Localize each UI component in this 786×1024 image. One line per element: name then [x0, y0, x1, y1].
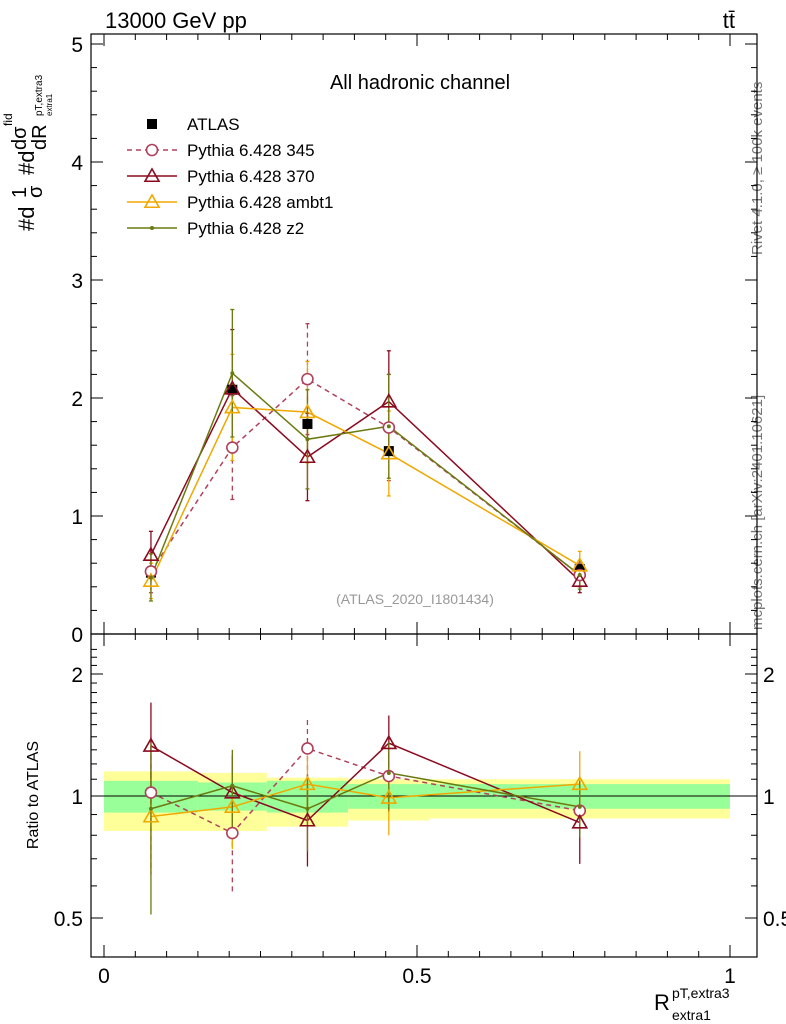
y-tick-label: 0: [71, 624, 83, 647]
y-label-part: pT,extra3: [34, 74, 45, 116]
data-point: [302, 418, 313, 429]
ratio-series-marker: [230, 783, 235, 788]
ratio-series-marker: [142, 807, 160, 823]
x-tick-label: 1: [724, 965, 736, 988]
y-label-part: dR: [29, 124, 51, 150]
series-marker: [571, 572, 589, 587]
ratio-series-marker: [142, 737, 160, 752]
series-marker: [148, 575, 153, 580]
ratio-series-marker: [577, 804, 582, 809]
legend-label: Pythia 6.428 345: [187, 141, 315, 160]
series-marker: [142, 572, 160, 587]
ratio-series-marker: [301, 742, 314, 755]
main-y-label: #d 1 σ #d dσ fid dR pT,extra3 extra1: [1, 74, 54, 231]
y-label-part: σ: [25, 185, 47, 198]
ratio-series-marker: [299, 775, 316, 791]
x-label-main: R: [654, 990, 670, 1015]
ratio-y-label: Ratio to ATLAS: [25, 741, 42, 849]
series-marker: [299, 448, 316, 464]
legend-marker: [143, 167, 161, 183]
series-marker: [230, 371, 235, 376]
ratio-series-marker: [386, 770, 391, 775]
series-layer: [142, 308, 589, 915]
legend-label: ATLAS: [187, 115, 240, 134]
ratio-series-marker: [571, 813, 589, 829]
series-marker: [226, 441, 239, 454]
x-tick-label: 0.5: [402, 965, 431, 988]
ratio-tick-label-right: 0.5: [763, 908, 786, 931]
series-marker: [299, 403, 316, 419]
series-line: [150, 378, 581, 576]
series-marker: [571, 556, 589, 572]
x-label-sup: pT,extra3: [672, 985, 730, 1001]
ratio-series-marker: [144, 786, 158, 799]
legend-marker: [150, 226, 154, 230]
legend-marker: [143, 193, 161, 209]
legend: ATLAS Pythia 6.428 345 Pythia 6.428 370 Pyt…: [127, 115, 333, 238]
ratio-series-marker: [380, 789, 398, 804]
data-point: [227, 384, 238, 395]
y-label-part: dσ: [9, 126, 31, 150]
ratio-series-marker: [382, 769, 396, 783]
y-label-part: #d: [14, 151, 39, 175]
ratio-series-line: [150, 747, 580, 835]
series-marker: [223, 379, 241, 395]
ratio-series-marker: [226, 826, 239, 840]
legend-label: Pythia 6.428 z2: [187, 219, 304, 238]
series-line: [150, 406, 581, 582]
ratio-series-marker: [223, 783, 241, 799]
ratio-series-marker: [305, 806, 310, 811]
y-label-part: 1: [9, 187, 31, 198]
ratio-series-marker: [380, 734, 398, 750]
ratio-series-marker: [571, 775, 589, 791]
legend-label: Pythia 6.428 370: [187, 167, 315, 186]
series-marker: [577, 573, 582, 577]
chart-title: All hadronic channel: [330, 72, 510, 94]
ratio-tick-label-right: 2: [763, 664, 775, 687]
y-tick-label: 5: [71, 34, 83, 57]
ratio-tick-label: 0.5: [54, 908, 83, 931]
uncertainty-bands: [104, 771, 730, 831]
y-label-part: fid: [1, 113, 15, 126]
x-tick-label: 0: [98, 965, 110, 988]
axes: 0 1 2 3 4 5 0.5 0.5 1 1 2 2 0 0.5 1: [54, 33, 786, 988]
x-axis-label: R pT,extra3 extra1: [654, 985, 730, 1023]
y-tick-label: 3: [71, 270, 83, 293]
series-line: [150, 371, 581, 578]
data-point: [383, 446, 394, 457]
y-label-part: extra1: [45, 93, 54, 116]
ratio-series-marker: [148, 806, 153, 811]
series-marker: [142, 546, 160, 561]
legend-marker: [145, 143, 159, 157]
energy-label: 13000 GeV pp: [105, 8, 247, 33]
legend-label: Pythia 6.428 ambt1: [187, 193, 333, 212]
series-marker: [386, 424, 391, 429]
legend-data-marker: [147, 119, 157, 129]
series-marker: [223, 398, 241, 414]
ratio-series-marker: [223, 798, 241, 813]
ratio-tick-label: 2: [71, 664, 83, 687]
series-marker: [380, 392, 398, 408]
series-marker: [305, 437, 310, 442]
process-label: tt̄: [723, 8, 735, 33]
ratio-tick-label: 1: [71, 786, 83, 809]
ratio-series-marker: [299, 811, 316, 827]
series-marker: [380, 444, 398, 460]
y-tick-label: 4: [71, 152, 83, 175]
x-label-sub: extra1: [672, 1007, 711, 1023]
y-tick-label: 2: [71, 388, 83, 411]
ratio-tick-label-right: 1: [763, 786, 775, 809]
y-label-part: #d: [14, 207, 39, 231]
y-tick-label: 1: [71, 506, 83, 529]
analysis-id: (ATLAS_2020_I1801434): [336, 591, 494, 607]
series-marker: [301, 372, 314, 386]
